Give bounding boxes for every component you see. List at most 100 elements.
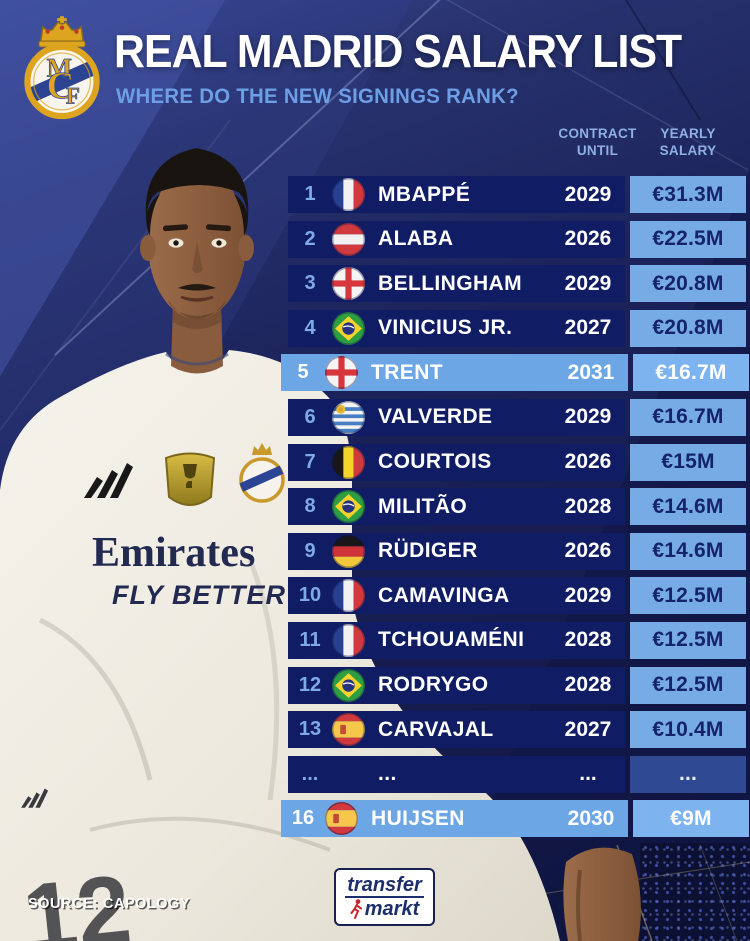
player-name-cell: TCHOUAMÉNI — [378, 628, 525, 652]
table-row: ... ... ... ... — [288, 755, 746, 793]
column-header-contract: CONTRACT UNTIL — [558, 126, 637, 158]
table-row: 16 HUIJSEN 2030 €9M — [281, 800, 749, 838]
player-name-cell: CAMAVINGA — [378, 583, 510, 607]
player-name-cell: MBAPPÉ — [378, 182, 471, 206]
background-speckles — [640, 843, 750, 941]
rank-cell: 3 — [304, 272, 316, 295]
club-world-cup-badge — [164, 452, 216, 506]
table-row: 4 VINICIUS JR. 2027 €20.8M — [288, 309, 746, 347]
table-row: 11 TCHOUAMÉNI 2028 €12.5M — [288, 621, 746, 659]
flag-fr-icon — [332, 178, 365, 211]
transfermarkt-logo: transfer markt — [334, 868, 435, 926]
player-head — [140, 148, 254, 319]
table-row: 5 TRENT 2031 €16.7M — [281, 354, 749, 392]
flag-fr-icon — [332, 623, 365, 657]
salary-cell: €9M — [633, 800, 749, 838]
player-name-cell: BELLINGHAM — [378, 271, 522, 295]
salary-table: 1 MBAPPÉ 2029 €31.3M 2 ALABA 2026 €22.5M… — [281, 176, 749, 838]
contract-until-cell: 2026 — [564, 450, 612, 474]
transfermarkt-logo-line2: markt — [350, 899, 419, 919]
salary-cell: €14.6M — [630, 488, 746, 526]
salary-cell: €20.8M — [630, 265, 746, 303]
player-name-cell: TRENT — [371, 360, 443, 384]
shorts-adidas-mark — [21, 788, 49, 808]
adidas-logo — [84, 463, 133, 498]
flag-de-icon — [332, 534, 365, 568]
player-name-cell: ... — [378, 762, 397, 786]
rank-cell: 16 — [291, 807, 315, 830]
contract-until-cell: 2029 — [564, 583, 612, 607]
rank-cell: 10 — [298, 584, 322, 607]
player-name-cell: HUIJSEN — [371, 806, 465, 830]
player-name-cell: CARVAJAL — [378, 717, 494, 741]
table-row-main: 6 VALVERDE 2029 — [288, 398, 625, 436]
salary-cell: €12.5M — [630, 577, 746, 615]
table-row-main: 3 BELLINGHAM 2029 — [288, 265, 625, 303]
flag-br-icon — [332, 311, 365, 345]
rank-cell: 1 — [304, 183, 316, 205]
player-name-cell: VALVERDE — [378, 405, 493, 429]
real-madrid-crest-icon: M C F — [24, 16, 100, 120]
player-name-cell: RODRYGO — [378, 673, 489, 697]
contract-until-cell: 2026 — [564, 539, 612, 563]
salary-cell: €14.6M — [630, 532, 746, 570]
contract-until-cell: 2026 — [564, 227, 612, 251]
table-row: 8 MILITÃO 2028 €14.6M — [288, 488, 746, 526]
table-row: 3 BELLINGHAM 2029 €20.8M — [288, 265, 746, 303]
flag-en-icon — [332, 267, 365, 301]
flag-uy-icon — [332, 400, 365, 434]
table-row: 1 MBAPPÉ 2029 €31.3M — [288, 176, 746, 213]
rank-cell: ... — [301, 762, 319, 785]
source-credit: SOURCE: CAPOLOGY — [28, 896, 190, 912]
page-subtitle: WHERE DO THE NEW SIGNINGS RANK? — [116, 85, 519, 108]
flag-es-icon — [325, 802, 358, 836]
jersey-sponsor-text: Emirates — [92, 530, 255, 576]
rank-cell: 2 — [304, 227, 316, 250]
table-row-main: 13 CARVAJAL 2027 — [288, 711, 625, 749]
salary-cell: €16.7M — [630, 398, 746, 436]
rank-cell: 13 — [298, 718, 322, 741]
rank-cell: 6 — [304, 405, 316, 428]
table-row-main: ... ... ... — [288, 755, 625, 793]
table-row: 12 RODRYGO 2028 €12.5M — [288, 666, 746, 704]
table-row: 6 VALVERDE 2029 €16.7M — [288, 398, 746, 436]
table-row: 13 CARVAJAL 2027 €10.4M — [288, 711, 746, 749]
player-name-cell: COURTOIS — [378, 450, 492, 474]
table-row-main: 7 COURTOIS 2026 — [288, 443, 625, 481]
rank-cell: 12 — [298, 673, 322, 696]
contract-until-cell: ... — [579, 762, 597, 786]
contract-until-cell: 2029 — [564, 271, 612, 295]
contract-until-cell: 2029 — [564, 405, 612, 429]
rank-cell: 8 — [304, 495, 316, 518]
rank-cell: 11 — [299, 628, 321, 651]
table-row-main: 4 VINICIUS JR. 2027 — [288, 309, 625, 347]
table-row-main: 8 MILITÃO 2028 — [288, 488, 625, 526]
contract-until-cell: 2027 — [564, 717, 612, 741]
contract-until-cell: 2028 — [564, 494, 612, 518]
table-row: 10 CAMAVINGA 2029 €12.5M — [288, 577, 746, 615]
table-row: 9 RÜDIGER 2026 €14.6M — [288, 532, 746, 570]
player-name-cell: RÜDIGER — [378, 539, 478, 563]
column-header-salary: YEARLY SALARY — [659, 126, 717, 158]
table-row-main: 5 TRENT 2031 — [281, 354, 628, 392]
flag-es-icon — [332, 713, 365, 747]
rank-cell: 4 — [304, 316, 316, 339]
player-arm — [563, 847, 641, 941]
salary-cell: €15M — [630, 443, 746, 481]
contract-until-cell: 2028 — [564, 628, 612, 652]
salary-cell: €20.8M — [630, 309, 746, 347]
flag-at-icon — [332, 222, 365, 256]
table-row-main: 10 CAMAVINGA 2029 — [288, 577, 625, 615]
table-row: 7 COURTOIS 2026 €15M — [288, 443, 746, 481]
jersey-slogan-text: FLY BETTER — [112, 580, 286, 610]
player-name-cell: ALABA — [378, 227, 454, 251]
contract-until-cell: 2031 — [567, 360, 615, 384]
rank-cell: 9 — [304, 539, 316, 562]
player-name-cell: MILITÃO — [378, 494, 468, 518]
flag-en-icon — [325, 356, 358, 390]
player-name-cell: VINICIUS JR. — [378, 316, 513, 340]
svg-text:F: F — [66, 83, 80, 109]
salary-cell: ... — [630, 755, 746, 793]
table-row-main: 16 HUIJSEN 2030 — [281, 800, 628, 838]
